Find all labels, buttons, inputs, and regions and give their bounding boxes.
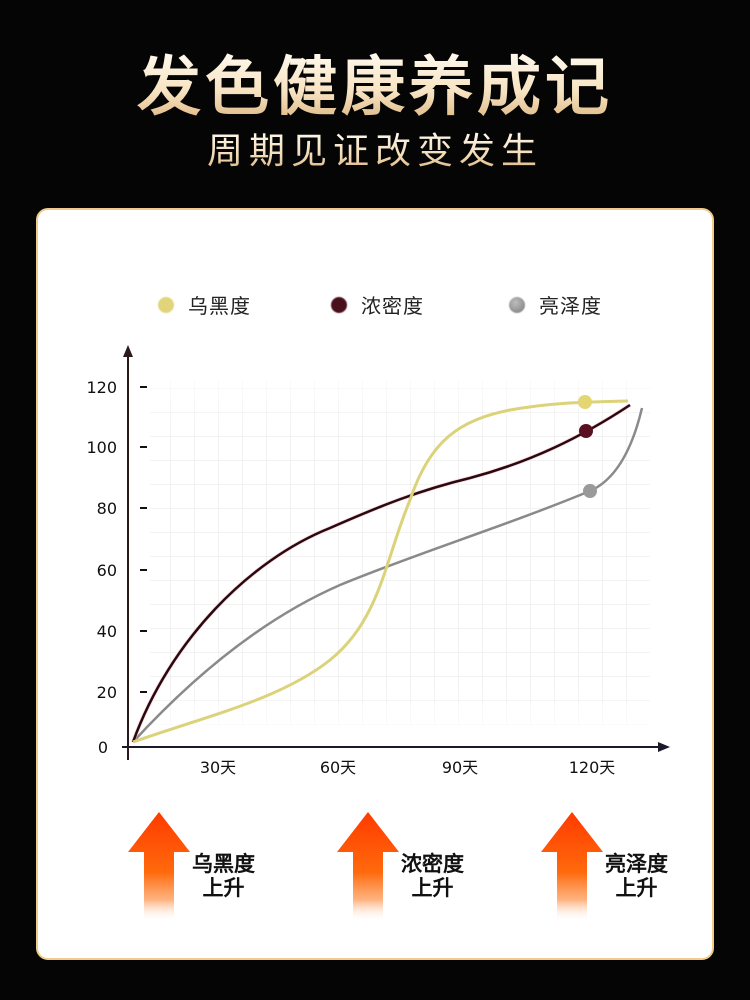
chart-legend: 乌黑度 浓密度 亮泽度 <box>0 0 750 318</box>
marker-shine <box>583 484 597 498</box>
x-axis <box>122 742 670 752</box>
legend-item-shine: 亮泽度 <box>509 290 602 319</box>
legend-dot-icon <box>509 296 525 313</box>
y-tick-label: 20 <box>97 683 117 702</box>
arrow-callout-blackness: 乌黑度 上升 <box>128 812 288 922</box>
series-line-blackness <box>132 399 629 744</box>
x-tick-label: 60天 <box>320 758 356 777</box>
legend-item-blackness: 乌黑度 <box>158 290 251 319</box>
x-tick-label: 90天 <box>442 758 478 777</box>
page-subtitle: 周期见证改变发生 <box>0 130 750 174</box>
arrow-label: 亮泽度 上升 <box>605 851 668 900</box>
y-axis <box>123 345 133 760</box>
y-tick-label: 40 <box>97 622 117 641</box>
marker-blackness <box>578 395 592 409</box>
up-arrow-icon <box>128 812 190 922</box>
arrow-label: 浓密度 上升 <box>401 851 464 900</box>
arrow-callout-shine: 亮泽度 上升 <box>541 812 701 922</box>
y-tick-label: 0 <box>98 738 108 757</box>
page-title: 发色健康养成记 <box>0 50 750 126</box>
legend-label: 乌黑度 <box>188 294 251 318</box>
y-tick-label: 60 <box>97 561 117 580</box>
up-arrow-icon <box>541 812 603 922</box>
up-arrow-icon <box>337 812 399 922</box>
series-line-shine <box>132 407 644 743</box>
arrow-callout-density: 浓密度 上升 <box>337 812 497 922</box>
legend-dot-icon <box>158 296 174 313</box>
y-tick-label: 80 <box>97 499 117 518</box>
legend-label: 亮泽度 <box>539 294 602 318</box>
legend-dot-icon <box>331 296 347 313</box>
x-tick-label: 30天 <box>200 758 236 777</box>
x-axis-arrow-icon <box>658 742 670 752</box>
series-line-density <box>131 403 631 743</box>
y-tick-label: 100 <box>86 438 117 457</box>
arrow-label: 乌黑度 上升 <box>192 851 255 900</box>
y-tick-marks <box>140 386 147 693</box>
legend-item-density: 浓密度 <box>331 290 424 319</box>
x-tick-label: 120天 <box>569 758 616 777</box>
header: 发色健康养成记 周期见证改变发生 <box>0 0 750 200</box>
y-tick-label: 120 <box>86 378 117 397</box>
legend-label: 浓密度 <box>361 294 424 318</box>
y-axis-arrow-icon <box>123 345 133 357</box>
marker-density <box>579 424 593 438</box>
